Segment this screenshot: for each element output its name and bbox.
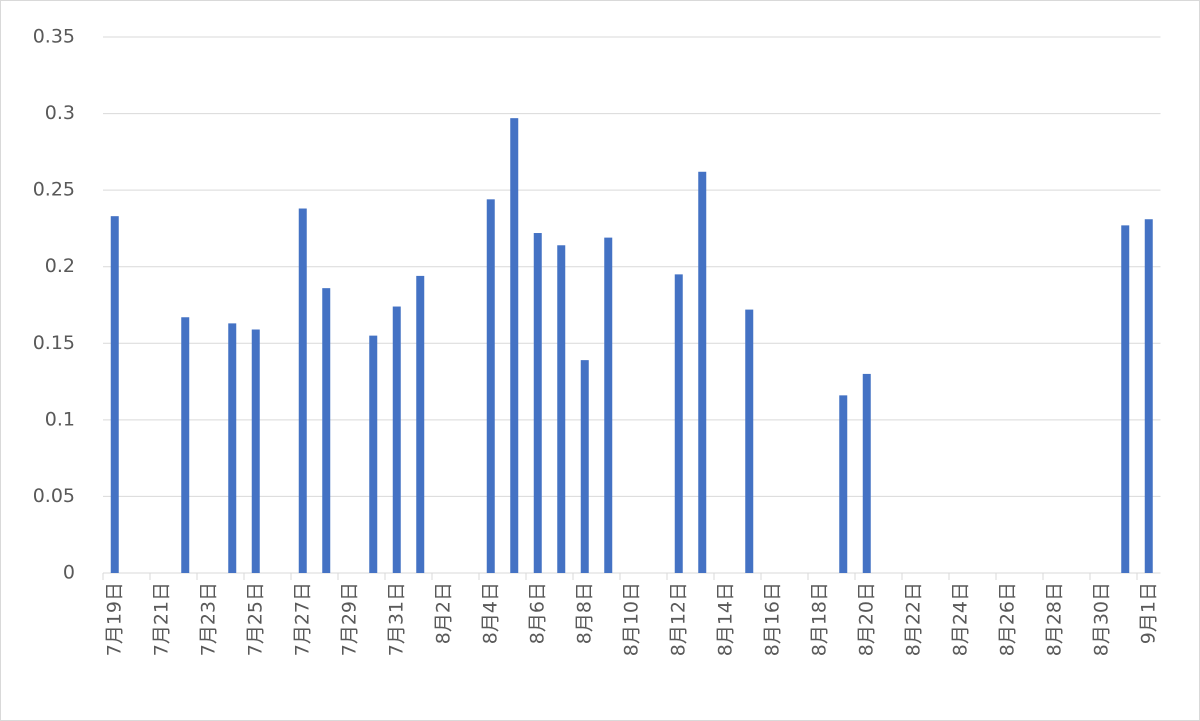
y-tick-label: 0 xyxy=(63,562,75,584)
x-tick-label: 8月28日 xyxy=(1043,582,1065,656)
x-tick-label: 8月18日 xyxy=(808,582,830,656)
x-tick-label: 7月19日 xyxy=(103,582,125,656)
bar xyxy=(110,216,119,574)
bar xyxy=(251,329,260,573)
bar xyxy=(1144,219,1153,574)
x-tick-label: 8月22日 xyxy=(902,582,924,656)
bar xyxy=(228,323,237,573)
bar xyxy=(510,118,519,573)
x-tick-label: 8月4日 xyxy=(479,582,501,644)
x-tick-label: 8月24日 xyxy=(949,582,971,656)
x-tick-label: 8月8日 xyxy=(573,582,595,644)
x-tick-label: 8月14日 xyxy=(714,582,736,656)
y-tick-label: 0.2 xyxy=(45,255,75,277)
bar xyxy=(533,233,542,573)
bar xyxy=(557,245,566,573)
x-tick-label: 8月16日 xyxy=(761,582,783,656)
x-tick-label: 8月26日 xyxy=(996,582,1018,656)
x-tick-label: 8月12日 xyxy=(667,582,689,656)
y-tick-label: 0.15 xyxy=(33,332,75,354)
bar xyxy=(392,306,401,573)
bar xyxy=(745,309,754,573)
y-tick-label: 0.05 xyxy=(33,485,75,507)
x-tick-label: 7月29日 xyxy=(338,582,360,656)
bar xyxy=(839,395,848,573)
bar xyxy=(416,275,425,573)
x-tick-label: 8月2日 xyxy=(432,582,454,644)
y-tick-label: 0.1 xyxy=(45,408,75,430)
x-tick-label: 7月31日 xyxy=(385,582,407,656)
bar xyxy=(369,335,378,573)
bar xyxy=(486,199,495,573)
x-tick-label: 7月23日 xyxy=(197,582,219,656)
bar xyxy=(1121,225,1130,573)
x-tick-label: 9月1日 xyxy=(1137,582,1159,644)
y-tick-label: 0.3 xyxy=(45,102,75,124)
x-tick-label: 8月10日 xyxy=(620,582,642,656)
bar xyxy=(862,373,871,573)
bar xyxy=(674,274,683,573)
bar xyxy=(181,317,190,573)
x-tick-label: 8月30日 xyxy=(1090,582,1112,656)
bar xyxy=(604,237,613,574)
x-tick-label: 8月20日 xyxy=(855,582,877,656)
bar xyxy=(298,208,307,573)
x-tick-label: 7月27日 xyxy=(291,582,313,656)
y-tick-label: 0.25 xyxy=(33,179,75,201)
bar xyxy=(580,360,589,573)
y-tick-label: 0.35 xyxy=(33,26,75,48)
x-tick-label: 8月6日 xyxy=(526,582,548,644)
x-tick-label: 7月21日 xyxy=(150,582,172,656)
bar xyxy=(322,288,331,573)
x-tick-label: 7月25日 xyxy=(244,582,266,656)
bar xyxy=(698,171,707,573)
